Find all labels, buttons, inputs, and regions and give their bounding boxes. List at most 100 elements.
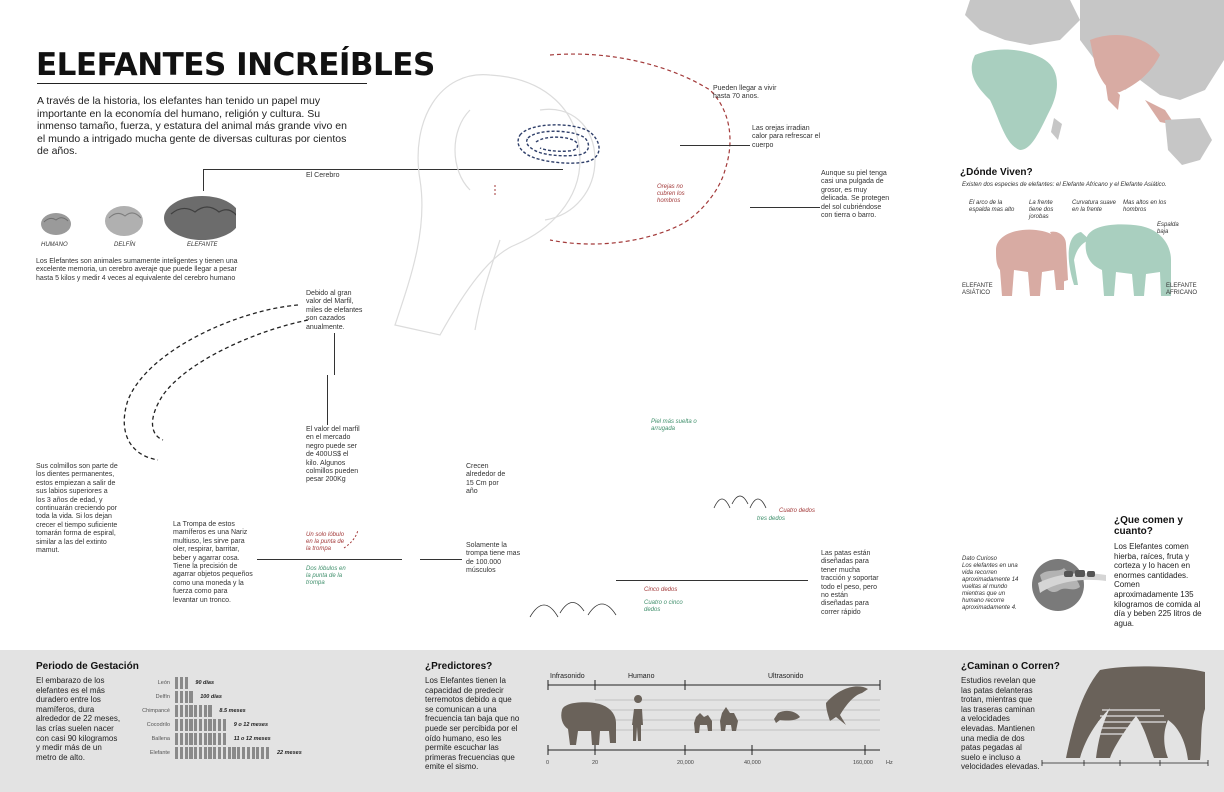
african-elephant-label: ELEFANTE AFRICANO xyxy=(1166,283,1198,296)
ears-leader xyxy=(680,145,750,146)
gestation-bar xyxy=(218,733,222,745)
dolphin-brain-label: DELFÍN xyxy=(114,242,136,248)
tick-20: 20 xyxy=(592,760,598,766)
walking-elephants-icon xyxy=(1064,570,1095,577)
where-subtitle: Existen dos especies de elefantes: el El… xyxy=(962,182,1167,188)
arrow-icon xyxy=(1038,573,1106,593)
gestation-bar xyxy=(213,747,217,759)
gestation-bar xyxy=(227,747,231,759)
gestation-bar xyxy=(208,733,212,745)
gestation-bar xyxy=(251,747,255,759)
asian-elephant-label: ELEFANTE ASIÁTICO xyxy=(962,283,993,296)
elephant-legs-illustration xyxy=(1041,666,1209,766)
gestation-bar xyxy=(184,677,188,689)
african-head-note: Curvatura suave en la frente xyxy=(1072,200,1117,213)
gestation-bar xyxy=(222,733,226,745)
gestation-animal-label: León xyxy=(157,680,170,686)
gestation-bars xyxy=(175,677,188,689)
gestation-value: 8.5 meses xyxy=(219,708,246,714)
gestation-bar xyxy=(175,677,179,689)
gestation-bar xyxy=(203,719,207,731)
gestation-bar xyxy=(175,747,179,759)
elephant-head-illustration xyxy=(394,53,731,336)
gestation-bar xyxy=(265,747,270,759)
fact-text: Los elefantes en una vida recorren aprox… xyxy=(962,563,1019,611)
gestation-bars xyxy=(175,705,212,717)
gestation-bar xyxy=(213,733,217,745)
asia-range-shape xyxy=(1090,35,1160,93)
gestation-bar xyxy=(184,733,188,745)
diet-heading: ¿Que comen y cuanto? xyxy=(1114,515,1183,537)
gestation-value: 9 o 12 meses xyxy=(233,722,269,728)
gestation-value: 11 o 12 meses xyxy=(233,736,271,742)
ear-outline xyxy=(549,53,731,245)
note-growth: Crecen alrededor de 15 Cm por año xyxy=(466,463,506,496)
human-brain-icon xyxy=(41,213,71,235)
front-foot-toes-icon xyxy=(713,495,767,509)
gestation-bar xyxy=(241,747,246,759)
gestation-bar xyxy=(189,719,193,731)
skin-leader xyxy=(750,207,820,208)
tusk-illustration xyxy=(123,304,309,461)
gestation-bars xyxy=(175,691,193,703)
where-heading: ¿Dónde Viven? xyxy=(960,167,1033,178)
world-map xyxy=(965,0,1224,165)
ivory-leader-2 xyxy=(327,375,328,425)
gestation-value: 22 meses xyxy=(277,750,302,756)
gestation-bar xyxy=(208,719,212,731)
gestation-heading: Periodo de Gestación xyxy=(36,661,139,672)
african-elephant-icon xyxy=(1068,224,1171,296)
dolphin-brain-icon xyxy=(105,206,143,236)
note-lifespan: Pueden llegar a vivir hasta 70 anos. xyxy=(713,85,777,101)
tick-0: 0 xyxy=(546,760,549,766)
gestation-bar xyxy=(175,705,179,717)
elephant-silhouette-icon xyxy=(561,702,616,745)
gestation-bar xyxy=(179,691,183,703)
gestation-bar xyxy=(203,733,207,745)
gestation-bar xyxy=(179,733,183,745)
brain-comparison-illustration xyxy=(41,196,236,240)
back-foot-toes-icon xyxy=(529,602,617,618)
gestation-value: 100 días xyxy=(200,694,222,700)
gestation-bar xyxy=(184,705,188,717)
gestation-text: El embarazo de los elefantes es el más d… xyxy=(36,676,121,762)
cat-silhouette-icon xyxy=(720,707,738,731)
fact-title: Dato Curioso xyxy=(962,556,998,562)
gestation-bar xyxy=(198,747,203,759)
gestation-bar xyxy=(179,747,183,759)
gestation-bar xyxy=(213,719,217,731)
title-underline xyxy=(37,83,367,84)
brain-description: Los Elefantes son animales sumamente int… xyxy=(36,258,238,282)
walk-text: Estudios revelan que las patas delantera… xyxy=(961,676,1040,772)
india-shape xyxy=(1105,80,1120,110)
gestation-bar xyxy=(246,747,250,759)
gestation-row: Elefante 22 meses xyxy=(0,747,380,759)
ivory-leader-1 xyxy=(334,333,335,375)
gestation-bar xyxy=(261,747,265,759)
brain-leader-horizontal xyxy=(203,169,563,170)
gestation-bar xyxy=(194,747,198,759)
human-brain-label: HUMANO xyxy=(41,242,68,248)
gestation-animal-label: Delfín xyxy=(155,694,170,700)
asian-elephant-icon xyxy=(996,229,1068,296)
gestation-row: León 90 días xyxy=(0,677,380,689)
note-ivory-price: El valor del marfil en el mercado negro … xyxy=(306,426,360,484)
gestation-bar xyxy=(175,691,179,703)
globe-illustration xyxy=(1032,559,1106,611)
gestation-bar xyxy=(194,733,198,745)
gestation-bar xyxy=(189,733,193,745)
one-lobe-icon xyxy=(343,529,359,549)
gestation-bar xyxy=(194,719,198,731)
africa-shape xyxy=(971,49,1057,150)
note-tusks: Sus colmillos son parte de los dientes p… xyxy=(36,463,118,555)
gestation-bar xyxy=(237,747,241,759)
gestation-row: Cocodrilo 9 o 12 meses xyxy=(0,719,380,731)
african-low-note: Espalda baja xyxy=(1157,222,1179,235)
intro-text: A través de la historia, los elefantes h… xyxy=(37,95,347,158)
madagascar-shape xyxy=(1051,118,1062,140)
gestation-bars xyxy=(175,733,226,745)
gestation-bar xyxy=(222,747,226,759)
note-ears: Las orejas irradian calor para refrescar… xyxy=(752,125,821,149)
legs-leader xyxy=(616,580,808,581)
asian-head-note: La frente tiene dos jorobas xyxy=(1029,200,1054,220)
